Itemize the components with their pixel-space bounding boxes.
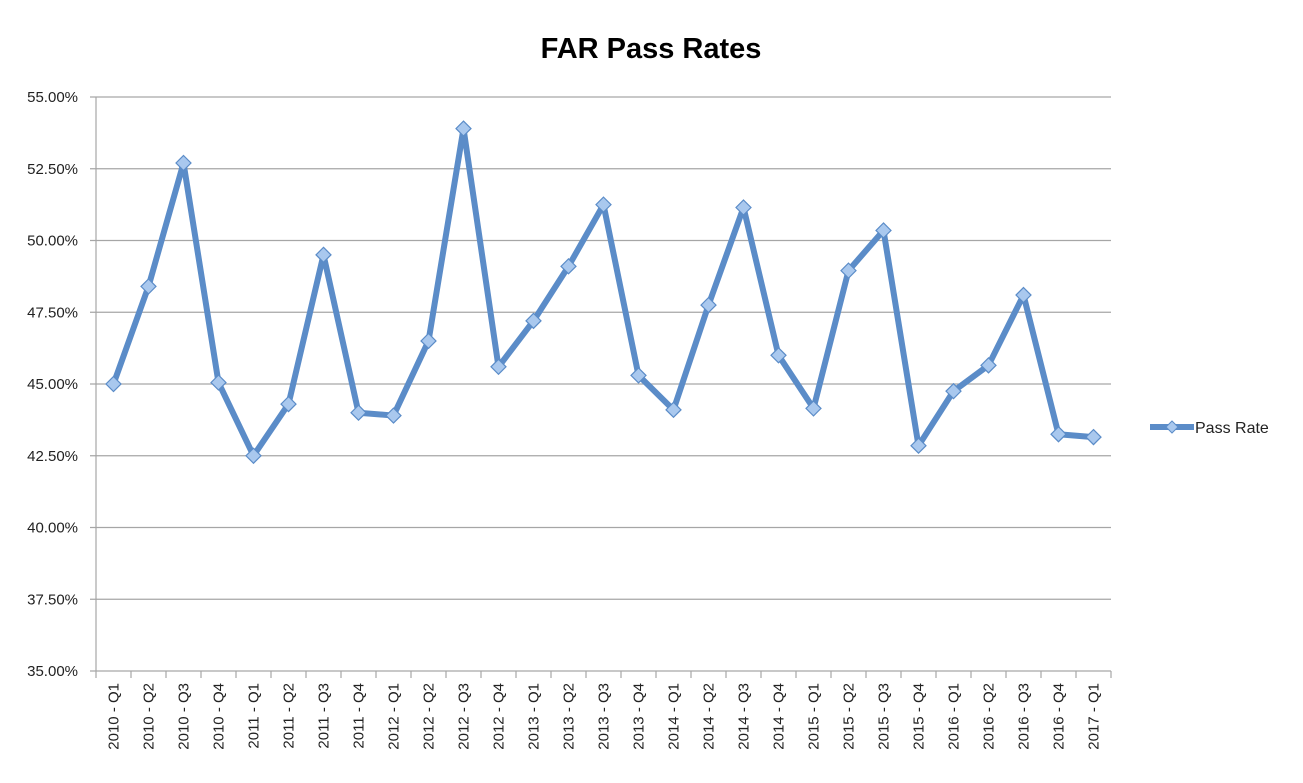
legend-label: Pass Rate <box>1195 420 1269 437</box>
y-tick-label: 55.00% <box>27 89 78 106</box>
x-tick-label: 2013 - Q3 <box>596 683 613 750</box>
legend-marker <box>1165 420 1179 434</box>
x-tick-label: 2010 - Q2 <box>141 683 158 750</box>
y-axis: 35.00% 37.50% 40.00% 42.50% 45.00% 47.50% 50.0… <box>27 89 97 680</box>
data-point <box>665 401 682 419</box>
y-tick-label: 37.50% <box>27 591 78 608</box>
data-point <box>875 222 892 239</box>
x-tick-label: 2012 - Q4 <box>491 683 508 750</box>
y-tick-label: 47.50% <box>27 304 78 321</box>
x-tick-label: 2014 - Q4 <box>771 683 788 750</box>
data-point <box>945 382 962 400</box>
data-point <box>315 246 332 264</box>
x-tick-label: 2012 - Q3 <box>456 683 473 750</box>
x-axis: 2010 - Q1 2010 - Q2 2010 - Q3 2010 - Q4 2011… <box>95 671 1112 750</box>
data-point <box>245 447 262 465</box>
data-point <box>490 358 507 376</box>
series-line <box>110 125 1097 459</box>
data-point <box>420 332 437 350</box>
x-tick-label: 2012 - Q2 <box>421 683 438 750</box>
x-tick-label: 2011 - Q3 <box>316 683 333 749</box>
data-point <box>385 407 402 424</box>
x-tick-label: 2016 - Q1 <box>946 683 963 750</box>
x-tick-label: 2014 - Q1 <box>666 683 683 750</box>
x-tick-label: 2011 - Q2 <box>281 683 298 749</box>
data-point <box>105 375 122 393</box>
data-point <box>700 296 717 314</box>
data-point <box>1085 428 1102 446</box>
data-point <box>1015 286 1032 304</box>
data-point <box>980 356 997 374</box>
x-tick-label: 2011 - Q1 <box>246 683 263 749</box>
x-tick-label: 2015 - Q4 <box>911 683 928 750</box>
x-tick-label: 2017 - Q1 <box>1086 683 1103 750</box>
grid <box>90 96 1111 672</box>
x-tick-label: 2010 - Q3 <box>176 683 193 750</box>
data-point <box>805 400 822 417</box>
x-tick-label: 2013 - Q1 <box>526 683 543 750</box>
legend: Pass Rate <box>1150 420 1269 437</box>
data-point <box>280 395 297 413</box>
data-point <box>1050 425 1067 443</box>
data-point <box>140 278 157 295</box>
x-tick-label: 2011 - Q4 <box>351 683 368 749</box>
data-point <box>770 346 787 364</box>
x-tick-label: 2010 - Q1 <box>106 683 123 750</box>
data-point <box>560 257 577 275</box>
y-tick-label: 52.50% <box>27 161 78 178</box>
data-point <box>175 154 192 172</box>
x-tick-label: 2016 - Q4 <box>1051 683 1068 750</box>
series-layer <box>105 120 1102 465</box>
y-tick-label: 42.50% <box>27 448 78 465</box>
y-tick-label: 50.00% <box>27 233 78 250</box>
x-tick-label: 2015 - Q2 <box>841 683 858 750</box>
x-tick-label: 2016 - Q3 <box>1016 683 1033 750</box>
x-tick-label: 2013 - Q2 <box>561 683 578 750</box>
data-point <box>910 437 927 455</box>
x-tick-label: 2013 - Q4 <box>631 683 648 750</box>
data-point <box>735 199 752 216</box>
y-tick-label: 35.00% <box>27 663 78 680</box>
x-tick-label: 2015 - Q3 <box>876 683 893 750</box>
data-point <box>350 404 367 422</box>
y-tick-label: 45.00% <box>27 376 78 393</box>
data-point <box>630 367 647 384</box>
data-point <box>840 262 857 279</box>
x-tick-label: 2014 - Q2 <box>701 683 718 750</box>
x-tick-label: 2016 - Q2 <box>981 683 998 750</box>
x-tick-label: 2010 - Q4 <box>211 683 228 750</box>
data-point <box>595 196 612 213</box>
x-tick-label: 2015 - Q1 <box>806 683 823 750</box>
data-point <box>210 374 227 391</box>
x-tick-label: 2014 - Q3 <box>736 683 753 750</box>
x-tick-label: 2012 - Q1 <box>386 683 403 750</box>
chart-title: FAR Pass Rates <box>541 33 762 65</box>
y-tick-label: 40.00% <box>27 520 78 537</box>
data-point <box>455 120 472 137</box>
data-point <box>525 312 542 330</box>
